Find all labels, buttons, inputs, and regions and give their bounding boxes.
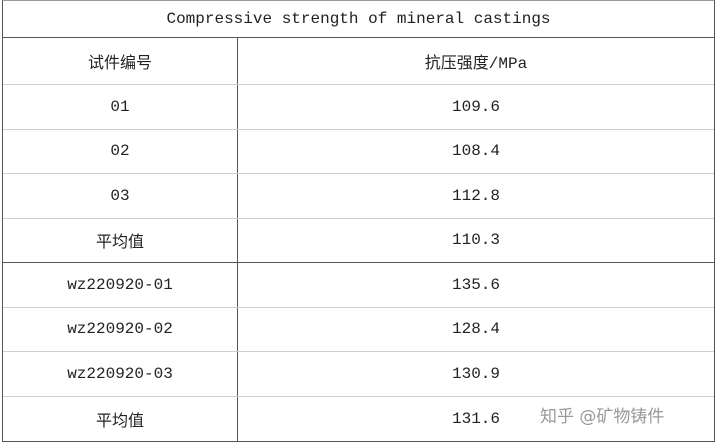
table-row: 平均值 110.3: [3, 218, 714, 263]
table-cell: 02: [3, 129, 238, 173]
table-row: wz220920-03 130.9: [3, 352, 714, 397]
table-cell: 平均值: [3, 218, 238, 262]
table-cell: 130.9: [451, 364, 500, 383]
table-cell: 128.4: [451, 320, 500, 339]
table-row: wz220920-02 128.4: [3, 307, 714, 352]
watermark: 知乎 @矿物铸件: [540, 407, 665, 427]
header-cell: 抗压强度/MPa: [424, 55, 528, 73]
table-cell: wz220920-03: [3, 352, 238, 396]
table-cell: wz220920-02: [3, 307, 238, 351]
table-cell: 平均值: [3, 396, 238, 441]
table-cell: wz220920-01: [3, 263, 238, 307]
table-row: 平均值 131.6: [3, 396, 714, 441]
table-row: 03 112.8: [3, 174, 714, 219]
table-cell: 01: [3, 85, 238, 129]
table-row: wz220920-01 135.6: [3, 263, 714, 308]
table-row: 02 108.4: [3, 129, 714, 174]
header-row: 试件编号 抗压强度/MPa: [3, 38, 714, 85]
table-cell: 112.8: [451, 186, 500, 205]
table: Compressive strength of mineral castings…: [2, 0, 715, 442]
header-cell: 试件编号: [3, 38, 238, 84]
table-cell: 135.6: [451, 275, 500, 294]
table-cell: 110.3: [451, 231, 500, 250]
table-cell: 109.6: [451, 97, 500, 116]
table-title: Compressive strength of mineral castings: [3, 1, 714, 38]
table-cell: 108.4: [451, 142, 500, 161]
table-cell: 03: [3, 174, 238, 218]
table-cell: 131.6: [451, 409, 500, 428]
table-row: 01 109.6: [3, 85, 714, 130]
